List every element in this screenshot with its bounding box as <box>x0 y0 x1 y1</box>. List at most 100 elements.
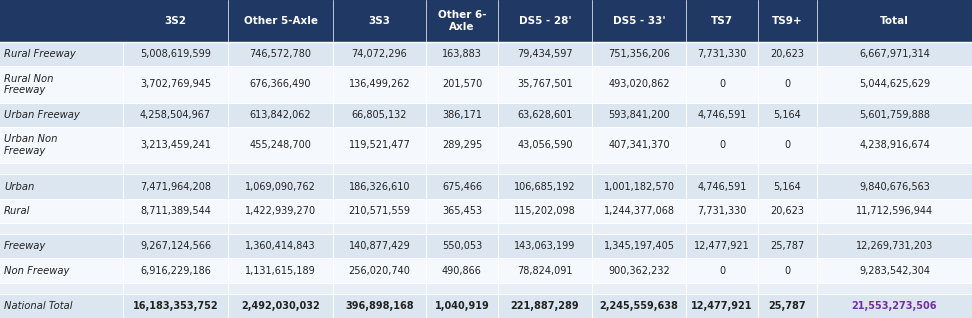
Bar <box>592 234 686 258</box>
Text: 593,841,200: 593,841,200 <box>608 110 670 120</box>
Bar <box>123 234 228 258</box>
Text: DS5 - 33': DS5 - 33' <box>612 16 665 26</box>
Text: 1,345,197,405: 1,345,197,405 <box>604 241 675 251</box>
Bar <box>817 175 972 199</box>
Text: 106,685,192: 106,685,192 <box>514 182 575 192</box>
Text: Total: Total <box>880 16 909 26</box>
Bar <box>686 0 758 42</box>
Bar <box>333 258 426 283</box>
Bar <box>686 294 758 318</box>
Bar <box>498 223 592 234</box>
Bar <box>592 258 686 283</box>
Bar <box>426 199 498 223</box>
Bar <box>686 163 758 175</box>
Bar <box>0 127 123 163</box>
Text: 79,434,597: 79,434,597 <box>517 49 573 59</box>
Bar <box>758 103 817 127</box>
Bar <box>498 103 592 127</box>
Bar <box>817 223 972 234</box>
Bar <box>228 66 333 103</box>
Bar <box>228 0 333 42</box>
Text: 1,131,615,189: 1,131,615,189 <box>245 266 316 275</box>
Text: 136,499,262: 136,499,262 <box>349 80 410 89</box>
Text: Rural Freeway: Rural Freeway <box>4 49 76 59</box>
Bar <box>686 283 758 294</box>
Bar <box>333 223 426 234</box>
Bar <box>228 283 333 294</box>
Bar <box>498 66 592 103</box>
Text: 66,805,132: 66,805,132 <box>352 110 407 120</box>
Bar <box>498 294 592 318</box>
Text: 20,623: 20,623 <box>771 206 805 216</box>
Bar <box>592 294 686 318</box>
Bar <box>686 234 758 258</box>
Bar <box>426 66 498 103</box>
Bar <box>333 234 426 258</box>
Bar <box>333 127 426 163</box>
Bar <box>592 163 686 175</box>
Text: 12,269,731,203: 12,269,731,203 <box>856 241 933 251</box>
Bar <box>0 258 123 283</box>
Bar <box>0 0 123 42</box>
Text: 386,171: 386,171 <box>442 110 482 120</box>
Text: 12,477,921: 12,477,921 <box>694 241 749 251</box>
Text: 0: 0 <box>784 140 790 150</box>
Text: 5,601,759,888: 5,601,759,888 <box>859 110 930 120</box>
Bar <box>498 199 592 223</box>
Bar <box>686 258 758 283</box>
Bar <box>333 199 426 223</box>
Text: 1,422,939,270: 1,422,939,270 <box>245 206 316 216</box>
Text: 4,238,916,674: 4,238,916,674 <box>859 140 930 150</box>
Bar <box>686 103 758 127</box>
Bar <box>123 258 228 283</box>
Bar <box>123 66 228 103</box>
Text: 746,572,780: 746,572,780 <box>250 49 311 59</box>
Bar <box>426 283 498 294</box>
Bar <box>498 163 592 175</box>
Text: 3S3: 3S3 <box>368 16 391 26</box>
Bar <box>758 163 817 175</box>
Bar <box>123 175 228 199</box>
Bar <box>426 175 498 199</box>
Text: 20,623: 20,623 <box>771 49 805 59</box>
Text: 455,248,700: 455,248,700 <box>250 140 311 150</box>
Text: 74,072,296: 74,072,296 <box>352 49 407 59</box>
Bar <box>758 175 817 199</box>
Text: Freeway: Freeway <box>4 241 47 251</box>
Bar <box>498 283 592 294</box>
Text: 0: 0 <box>784 80 790 89</box>
Bar <box>758 127 817 163</box>
Text: 143,063,199: 143,063,199 <box>514 241 575 251</box>
Bar <box>817 127 972 163</box>
Bar <box>498 127 592 163</box>
Bar <box>123 199 228 223</box>
Text: 751,356,206: 751,356,206 <box>608 49 670 59</box>
Bar <box>686 42 758 66</box>
Bar <box>686 127 758 163</box>
Bar <box>592 127 686 163</box>
Text: 9,840,676,563: 9,840,676,563 <box>859 182 930 192</box>
Text: Other 6-
Axle: Other 6- Axle <box>437 10 486 32</box>
Bar <box>758 66 817 103</box>
Text: 21,553,273,506: 21,553,273,506 <box>851 301 937 311</box>
Bar <box>333 0 426 42</box>
Bar <box>817 283 972 294</box>
Bar <box>333 66 426 103</box>
Bar <box>333 42 426 66</box>
Bar <box>0 66 123 103</box>
Text: 221,887,289: 221,887,289 <box>510 301 579 311</box>
Text: 16,183,353,752: 16,183,353,752 <box>133 301 219 311</box>
Bar <box>333 103 426 127</box>
Bar <box>123 0 228 42</box>
Bar <box>498 42 592 66</box>
Text: 12,477,921: 12,477,921 <box>691 301 752 311</box>
Text: 78,824,091: 78,824,091 <box>517 266 573 275</box>
Text: 1,040,919: 1,040,919 <box>434 301 489 311</box>
Text: 289,295: 289,295 <box>442 140 482 150</box>
Text: 490,866: 490,866 <box>442 266 482 275</box>
Bar <box>498 258 592 283</box>
Bar <box>0 283 123 294</box>
Bar <box>592 103 686 127</box>
Bar <box>0 175 123 199</box>
Text: 4,258,504,967: 4,258,504,967 <box>140 110 211 120</box>
